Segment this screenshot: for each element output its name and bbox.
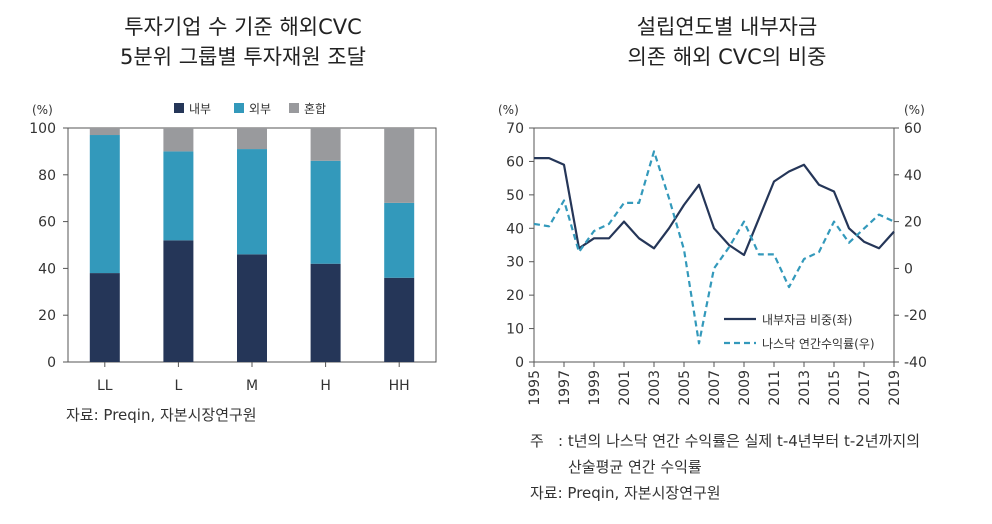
x-tick-label: 1997 <box>557 370 573 406</box>
bar-segment <box>163 128 194 152</box>
y-tick-label: 60 <box>38 215 56 231</box>
bar-segment <box>237 149 267 255</box>
x-tick-label: HH <box>389 378 410 394</box>
series-line-nasdaq <box>533 150 895 345</box>
x-tick-label: 2007 <box>707 370 723 406</box>
right-source: 자료: Preqin, 자본시장연구원 <box>530 484 721 502</box>
y-right-tick-label: 0 <box>904 261 913 277</box>
y-left-tick-label: 50 <box>506 188 524 204</box>
x-tick-label: 2017 <box>857 370 873 406</box>
y-tick-label: 80 <box>38 168 56 184</box>
y-tick-label: 20 <box>38 308 56 324</box>
right-line-chart: (%) (%) 0 10 20 30 40 50 60 70 -40 -20 0 20 40 60 1995 19… <box>498 103 927 406</box>
x-tick-label: LL <box>97 378 113 394</box>
y-left-tick-label: 0 <box>515 355 524 371</box>
y-left-tick-label: 20 <box>506 288 524 304</box>
x-tick-label: 1999 <box>587 370 603 406</box>
note-line2: 산술평균 연간 수익률 <box>568 458 702 476</box>
left-chart-title: 투자기업 수 기준 해외CVC 5분위 그룹별 투자재원 조달 <box>28 12 458 72</box>
x-tick-label: H <box>320 378 331 394</box>
bar-segment <box>237 128 267 150</box>
legend-label: 외부 <box>249 102 271 116</box>
legend-label: 혼합 <box>304 102 326 116</box>
y-unit-right-label: (%) <box>904 103 925 117</box>
note-line1: : t년의 나스닥 연간 수익률은 실제 t-4년부터 t-2년까지의 <box>558 432 920 450</box>
x-tick-label: 2001 <box>617 370 633 406</box>
y-right-tick-label: -40 <box>904 355 927 371</box>
bar-segment <box>163 240 194 362</box>
y-unit-left-label: (%) <box>498 103 519 117</box>
legend-swatch <box>174 103 184 113</box>
x-tick-label: 2011 <box>767 370 783 406</box>
legend-label: 내부 <box>189 102 211 116</box>
right-title-line1: 설립연도별 내부자금 <box>636 15 818 39</box>
y-right-tick-label: 20 <box>904 215 922 231</box>
right-title-line2: 의존 해외 CVC의 비중 <box>627 45 827 69</box>
bar-segment <box>89 273 120 362</box>
x-tick-label: 2013 <box>797 370 813 406</box>
bar-segment <box>237 254 267 362</box>
x-tick-label: 2005 <box>677 370 693 406</box>
right-chart-title: 설립연도별 내부자금 의존 해외 CVC의 비중 <box>512 12 942 72</box>
legend-swatch <box>289 103 299 113</box>
y-tick-label: 0 <box>47 355 56 371</box>
note-label: 주 <box>530 432 544 450</box>
y-left-tick-label: 70 <box>506 121 524 137</box>
bar-segment <box>89 128 120 136</box>
y-right-tick-label: -20 <box>904 308 927 324</box>
y-tick-label: 100 <box>29 121 56 137</box>
y-unit-label: (%) <box>32 103 53 117</box>
y-left-tick-label: 60 <box>506 154 524 170</box>
x-tick-label: M <box>246 378 258 394</box>
x-tick-label: L <box>174 378 182 394</box>
y-left-tick-label: 40 <box>506 221 524 237</box>
bar-segment <box>89 135 120 274</box>
x-tick-label: 1995 <box>527 370 543 406</box>
y-tick-label: 40 <box>38 261 56 277</box>
legend-swatch <box>234 103 244 113</box>
x-tick-label: 2015 <box>827 370 843 406</box>
bar-segment <box>163 151 194 241</box>
bar-segment <box>384 128 415 203</box>
bar-segment <box>384 202 415 278</box>
bar-segment <box>310 160 341 264</box>
y-left-tick-label: 30 <box>506 255 524 271</box>
y-left-tick-label: 10 <box>506 322 524 338</box>
series-line-internal <box>534 157 895 257</box>
x-tick-label: 2003 <box>647 370 663 406</box>
x-tick-label: 2009 <box>737 370 753 406</box>
bar-segment <box>384 277 415 362</box>
bar-segment <box>310 128 341 161</box>
legend-label: 내부자금 비중(좌) <box>762 313 852 327</box>
y-right-tick-label: 40 <box>904 168 922 184</box>
x-tick-label: 2019 <box>887 370 903 406</box>
legend-label: 나스닥 연간수익률(우) <box>762 337 875 351</box>
left-title-line2: 5분위 그룹별 투자재원 조달 <box>120 45 366 69</box>
y-right-tick-label: 60 <box>904 121 922 137</box>
right-note: 주 : t년의 나스닥 연간 수익률은 실제 t-4년부터 t-2년까지의 산술평… <box>530 428 970 480</box>
left-title-line1: 투자기업 수 기준 해외CVC <box>124 15 362 39</box>
bar-segment <box>310 263 341 362</box>
left-source: 자료: Preqin, 자본시장연구원 <box>66 406 257 424</box>
